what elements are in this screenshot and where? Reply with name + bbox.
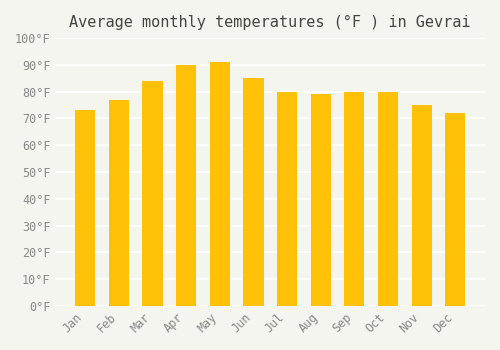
Bar: [210, 62, 230, 306]
Bar: [378, 92, 398, 306]
Bar: [412, 105, 432, 306]
Bar: [277, 92, 297, 306]
Bar: [108, 100, 129, 306]
Bar: [446, 113, 466, 306]
Bar: [142, 81, 163, 306]
Bar: [310, 94, 331, 306]
Bar: [176, 65, 196, 306]
Bar: [344, 92, 364, 306]
Bar: [244, 78, 264, 306]
Bar: [75, 110, 95, 306]
Title: Average monthly temperatures (°F ) in Gevrai: Average monthly temperatures (°F ) in Ge…: [70, 15, 471, 30]
